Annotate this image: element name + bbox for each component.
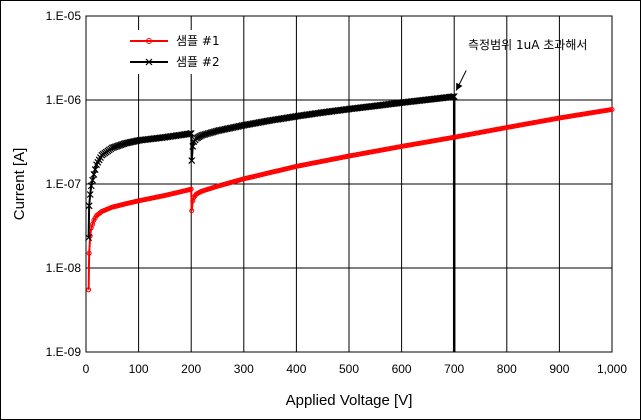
legend-label: 샘플 #2 — [176, 55, 220, 69]
legend-item-1: 샘플 #1 — [130, 34, 220, 48]
x-axis-title: Applied Voltage [V] — [286, 392, 413, 409]
x-tick-label: 300 — [234, 362, 254, 376]
x-tick-label: 900 — [549, 362, 569, 376]
legend: 샘플 #1 샘플 #2 — [124, 30, 220, 74]
data-point — [90, 171, 98, 178]
data-point — [186, 130, 194, 138]
legend-label: 샘플 #1 — [176, 34, 220, 48]
y-tick-label: 1.E-09 — [46, 345, 82, 359]
data-point — [189, 208, 195, 214]
legend-marker — [146, 38, 152, 44]
y-tick-label: 1.E-06 — [46, 93, 82, 107]
annotation-arrowhead — [456, 82, 463, 91]
x-tick-label: 200 — [181, 362, 201, 376]
x-tick-label: 700 — [444, 362, 464, 376]
annotation-text: 측정범위 1uA 초과해서 — [468, 38, 587, 52]
legend-marker — [145, 58, 153, 66]
data-point — [609, 107, 615, 113]
y-axis-title: Current [A] — [11, 148, 28, 221]
x-tick-label: 800 — [497, 362, 517, 376]
series-1 — [86, 107, 615, 293]
data-point — [86, 250, 92, 256]
data-point — [448, 93, 455, 101]
series-2 — [85, 93, 458, 242]
y-tick-label: 1.E-07 — [46, 177, 82, 191]
x-tick-label: 0 — [83, 362, 90, 376]
data-point — [188, 186, 194, 192]
series-layer — [85, 93, 615, 352]
data-point — [89, 176, 96, 184]
data-point — [85, 234, 93, 242]
data-point — [86, 191, 94, 198]
data-point — [86, 287, 92, 293]
y-tick-label: 1.E-05 — [46, 9, 82, 23]
plot-area-border — [85, 15, 613, 353]
data-point — [450, 93, 458, 100]
legend-item-2: 샘플 #2 — [130, 55, 220, 69]
x-tick-label: 500 — [339, 362, 359, 376]
x-tick-label: 1,000 — [597, 362, 627, 376]
data-point — [85, 202, 93, 210]
data-point — [449, 93, 457, 101]
legend-box — [124, 30, 220, 74]
y-tick-label: 1.E-08 — [46, 261, 82, 275]
data-point — [187, 130, 195, 137]
x-tick-label: 100 — [129, 362, 149, 376]
tick-labels: 0 100 200 300 400 500 600 700 800 900 1,000 1.E-09 1… — [46, 9, 628, 376]
x-tick-label: 400 — [286, 362, 306, 376]
data-point — [87, 182, 95, 190]
annotation: 측정범위 1uA 초과해서 — [455, 38, 587, 91]
data-point — [91, 166, 99, 173]
x-tick-label: 600 — [392, 362, 412, 376]
data-point — [185, 130, 192, 138]
data-point — [188, 157, 196, 165]
